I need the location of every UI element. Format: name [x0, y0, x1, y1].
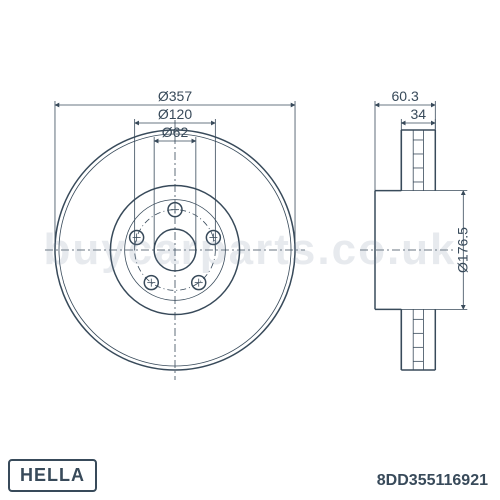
svg-text:Ø176.5: Ø176.5	[454, 227, 470, 273]
technical-drawing: Ø357 Ø120 Ø62 60.3 34 Ø176.5	[0, 0, 500, 500]
svg-text:Ø62: Ø62	[162, 124, 189, 140]
svg-text:Ø120: Ø120	[158, 106, 192, 122]
part-number-label: 8DD355116921	[377, 472, 488, 490]
svg-text:Ø357: Ø357	[158, 88, 192, 104]
svg-text:60.3: 60.3	[392, 88, 419, 104]
svg-text:34: 34	[411, 106, 427, 122]
brand-logo: HELLA	[8, 459, 97, 492]
